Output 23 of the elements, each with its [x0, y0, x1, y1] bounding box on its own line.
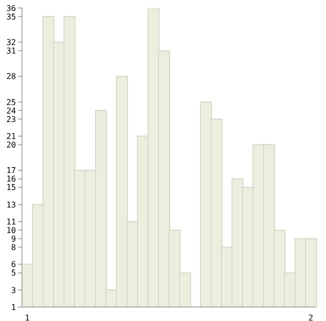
y-tick-label: 8	[11, 243, 16, 252]
y-tick-label: 36	[6, 4, 16, 13]
y-tick-label: 21	[6, 132, 16, 141]
y-tick-label: 35	[6, 12, 16, 22]
y-tick-label: 6	[11, 260, 16, 270]
y-tick-label: 32	[6, 38, 16, 48]
y-tick-label: 5	[11, 268, 16, 278]
y-tick-label: 16	[6, 174, 16, 184]
y-tick-label: 28	[6, 72, 16, 82]
y-tick-label: 31	[6, 46, 16, 56]
y-tick-label: 11	[6, 217, 16, 226]
y-tick-label: 20	[6, 140, 16, 150]
y-tick-label: 24	[6, 106, 16, 116]
y-tick-label: 1	[11, 302, 16, 312]
y-tick-label: 10	[6, 226, 16, 235]
y-tick-label: 15	[6, 183, 16, 192]
y-tick-label: 9	[11, 234, 16, 244]
y-tick-label: 17	[6, 166, 16, 176]
y-tick-label: 25	[6, 98, 16, 107]
y-tick-label: 23	[6, 114, 16, 124]
y-tick-label: 3	[11, 286, 16, 295]
x-tick-label: 2	[308, 314, 314, 321]
y-tick-label: 13	[6, 200, 16, 210]
